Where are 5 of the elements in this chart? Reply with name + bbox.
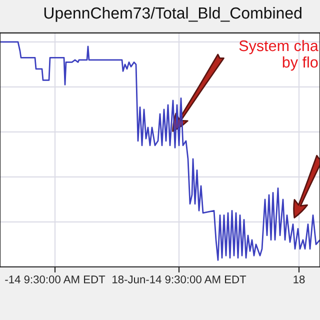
x-tick-label: 18 — [294, 276, 305, 284]
x-tick-label: 18-Jun-14 9:30:00 AM EDT — [112, 276, 246, 284]
annotation: System cha by flo — [239, 40, 318, 71]
x-tick-label: -14 9:30:00 AM EDT — [5, 276, 106, 284]
chart-title: UpennChem73/Total_Bld_Combined — [44, 6, 302, 22]
